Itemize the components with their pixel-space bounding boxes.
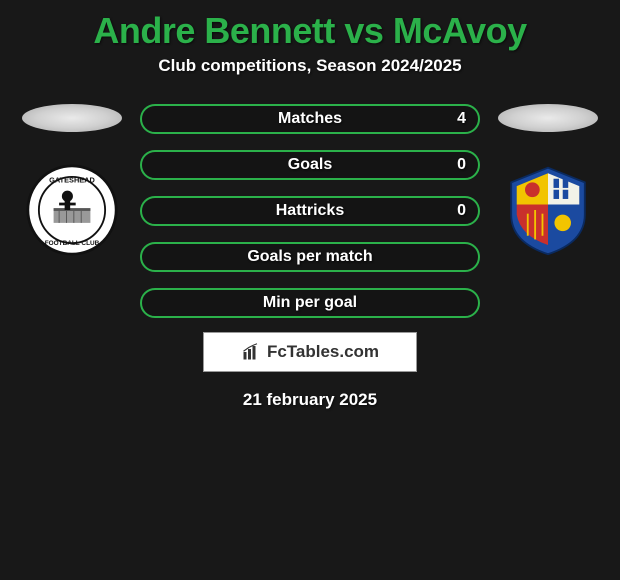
svg-text:FOOTBALL CLUB: FOOTBALL CLUB — [45, 240, 100, 247]
stat-pill-mpg: Min per goal — [140, 288, 480, 318]
left-column: GATESHEAD FOOTBALL CLUB — [22, 104, 122, 256]
branding-text: FcTables.com — [267, 342, 379, 362]
date-text: 21 february 2025 — [243, 390, 377, 410]
stat-pill-goals: Goals 0 — [140, 150, 480, 180]
page-title: Andre Bennett vs McAvoy — [0, 0, 620, 56]
stats-column: Matches 4 Goals 0 Hattricks 0 Goals per … — [140, 104, 480, 318]
stat-label: Goals per match — [247, 248, 372, 266]
stat-label: Goals — [288, 156, 332, 174]
wealdstone-badge-icon — [502, 164, 594, 256]
chart-icon — [241, 343, 261, 361]
right-oval — [498, 104, 598, 132]
right-club-badge — [502, 164, 594, 256]
comparison-area: GATESHEAD FOOTBALL CLUB Matches 4 — [0, 104, 620, 318]
left-oval — [22, 104, 122, 132]
subtitle: Club competitions, Season 2024/2025 — [0, 56, 620, 76]
right-column — [498, 104, 598, 256]
left-club-badge: GATESHEAD FOOTBALL CLUB — [26, 164, 118, 256]
stat-pill-hattricks: Hattricks 0 — [140, 196, 480, 226]
gateshead-badge-icon: GATESHEAD FOOTBALL CLUB — [26, 164, 118, 256]
stat-value-right: 0 — [457, 202, 466, 220]
footer-area: FcTables.com 21 february 2025 — [0, 332, 620, 410]
stat-label: Min per goal — [263, 294, 357, 312]
stat-pill-matches: Matches 4 — [140, 104, 480, 134]
stat-label: Hattricks — [276, 202, 344, 220]
stat-pill-gpm: Goals per match — [140, 242, 480, 272]
branding-box[interactable]: FcTables.com — [203, 332, 417, 372]
stat-label: Matches — [278, 110, 342, 128]
stat-value-right: 0 — [457, 156, 466, 174]
stat-value-right: 4 — [457, 110, 466, 128]
svg-text:GATESHEAD: GATESHEAD — [49, 175, 95, 184]
